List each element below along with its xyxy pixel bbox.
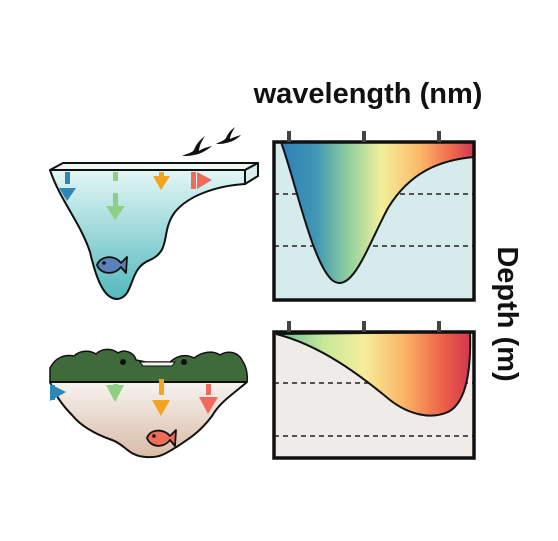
turbid-lake-basin [49,381,248,459]
clear-water-scene [49,127,259,301]
x-axis-title: wavelength (nm) [253,78,483,110]
light-arrow-icon-red [191,172,212,189]
x-tick [287,131,291,142]
clear-water-spectrum-panel [272,131,476,302]
turbid-water-spectrum-panel [272,321,476,460]
fish-icon-clear [96,256,128,274]
light-arrow-icon-orange-turbid [152,379,170,416]
light-penetration-curve-turbid [275,332,472,417]
x-tick [362,321,366,332]
x-tick [362,131,366,142]
light-arrow-icon-blue [59,172,76,201]
bird-icon [182,127,241,156]
turbid-water-scene [49,348,248,459]
light-arrow-icon-green [106,172,125,220]
x-tick [287,321,291,332]
light-arrow-icon-red-turbid [199,384,218,414]
y-axis-title: Depth (m) [491,246,523,381]
light-arrow-icon-blue-turbid [50,384,66,401]
light-arrow-icon-orange [153,172,170,190]
x-tick [437,321,441,332]
light-penetration-curve-clear [279,142,474,284]
x-tick [437,131,441,142]
light-arrow-icon-green-turbid [106,384,124,402]
clear-lake-basin [49,169,246,301]
fish-icon-turbid [146,429,177,447]
